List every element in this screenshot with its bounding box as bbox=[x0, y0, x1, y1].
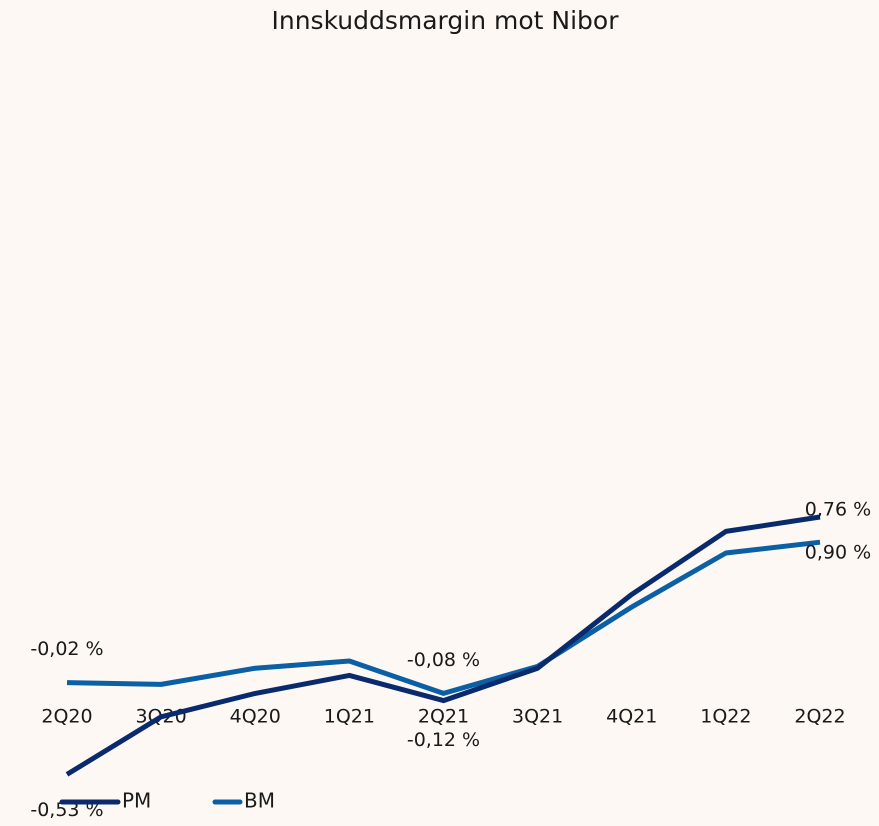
legend-label: PM bbox=[122, 789, 151, 813]
value-label: -0,08 % bbox=[407, 649, 480, 671]
x-tick-label: 2Q22 bbox=[794, 706, 845, 728]
value-label: -0,02 % bbox=[30, 638, 103, 660]
chart-title: Innskuddsmargin mot Nibor bbox=[271, 6, 619, 35]
x-tick-label: 1Q22 bbox=[700, 706, 751, 728]
series-line bbox=[65, 514, 821, 777]
value-label: -0,12 % bbox=[407, 729, 480, 751]
series-line bbox=[66, 539, 821, 696]
x-tick-label: 2Q20 bbox=[41, 706, 92, 728]
legend-label: BM bbox=[244, 789, 275, 813]
x-tick-label: 3Q21 bbox=[512, 706, 563, 728]
x-tick-label: 4Q20 bbox=[230, 706, 281, 728]
x-tick-label: 2Q21 bbox=[418, 706, 469, 728]
x-tick-label: 1Q21 bbox=[324, 706, 375, 728]
value-label: 0,90 % bbox=[805, 542, 871, 564]
x-tick-label: 4Q21 bbox=[606, 706, 657, 728]
value-label: 0,76 % bbox=[805, 499, 871, 521]
